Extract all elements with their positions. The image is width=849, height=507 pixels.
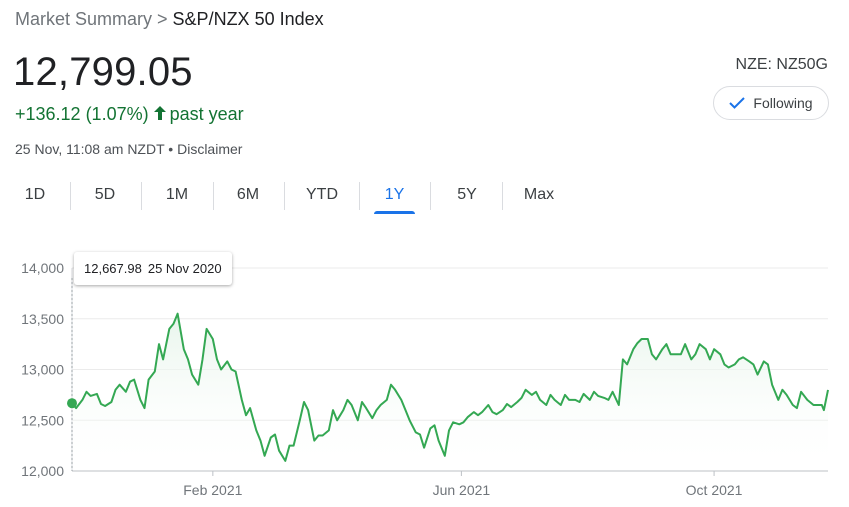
tab-divider — [430, 182, 431, 210]
hover-point — [67, 398, 77, 409]
x-tick-label: Oct 2021 — [686, 482, 743, 498]
breadcrumb-parent[interactable]: Market Summary — [15, 9, 153, 29]
tab-label: 5D — [94, 186, 116, 203]
breadcrumb-separator: > — [157, 9, 168, 29]
tab-divider — [141, 182, 142, 210]
y-tick-label: 14,000 — [21, 260, 64, 276]
y-tick-label: 13,500 — [21, 311, 64, 327]
y-tick-label: 12,500 — [21, 412, 64, 428]
tab-5y[interactable]: 5Y — [447, 178, 487, 214]
x-tick-label: Jun 2021 — [433, 482, 491, 498]
price-change: +136.12 (1.07%) past year — [15, 104, 244, 125]
tab-divider — [70, 182, 71, 210]
ticker-symbol: NZE: NZ50G — [735, 56, 828, 73]
x-tick-label: Feb 2021 — [183, 482, 242, 498]
tab-label: Max — [523, 186, 555, 203]
following-label: Following — [753, 95, 813, 111]
series-line — [71, 312, 829, 462]
timestamp-line: 25 Nov, 11:08 am NZDT • Disclaimer — [15, 141, 242, 157]
active-tab-indicator — [374, 211, 415, 214]
area-fill — [72, 313, 828, 471]
tab-divider — [284, 182, 285, 210]
tab-divider — [502, 182, 503, 210]
y-tick-label: 13,000 — [21, 362, 64, 378]
price-change-value: +136.12 (1.07%) — [15, 104, 149, 124]
price-change-period: past year — [169, 104, 244, 124]
following-button[interactable]: Following — [713, 86, 829, 120]
breadcrumb: Market Summary > S&P/NZX 50 Index — [15, 9, 324, 30]
current-price: 12,799.05 — [13, 50, 193, 94]
y-tick-label: 12,000 — [21, 463, 64, 479]
breadcrumb-current: S&P/NZX 50 Index — [172, 9, 324, 29]
tab-divider — [213, 182, 214, 210]
tab-label: 6M — [236, 186, 260, 203]
tab-label: 1D — [24, 186, 46, 203]
arrow-up-icon — [153, 104, 166, 125]
bullet-separator: • — [168, 141, 174, 157]
check-icon — [729, 97, 746, 109]
tooltip-value: 12,667.98 — [84, 261, 142, 276]
tab-1y[interactable]: 1Y — [374, 178, 415, 214]
tab-ytd[interactable]: YTD — [298, 178, 346, 214]
tab-label: YTD — [306, 186, 338, 203]
chart-tooltip: 12,667.98 25 Nov 2020 — [74, 252, 232, 285]
tab-1d[interactable]: 1D — [16, 178, 54, 214]
tab-label: 1M — [165, 186, 189, 203]
tab-max[interactable]: Max — [517, 178, 561, 214]
tab-1m[interactable]: 1M — [157, 178, 197, 214]
tab-5d[interactable]: 5D — [86, 178, 124, 214]
tab-divider — [359, 182, 360, 210]
tab-6m[interactable]: 6M — [228, 178, 268, 214]
price-chart[interactable]: 12,000 12,500 13,000 13,500 14,000 Feb 2021 Ju… — [0, 240, 849, 507]
timestamp: 25 Nov, 11:08 am NZDT — [15, 141, 165, 157]
tab-label: 5Y — [457, 186, 477, 203]
disclaimer-link[interactable]: Disclaimer — [177, 141, 243, 157]
tab-label: 1Y — [384, 186, 405, 203]
tooltip-date: 25 Nov 2020 — [147, 261, 222, 276]
